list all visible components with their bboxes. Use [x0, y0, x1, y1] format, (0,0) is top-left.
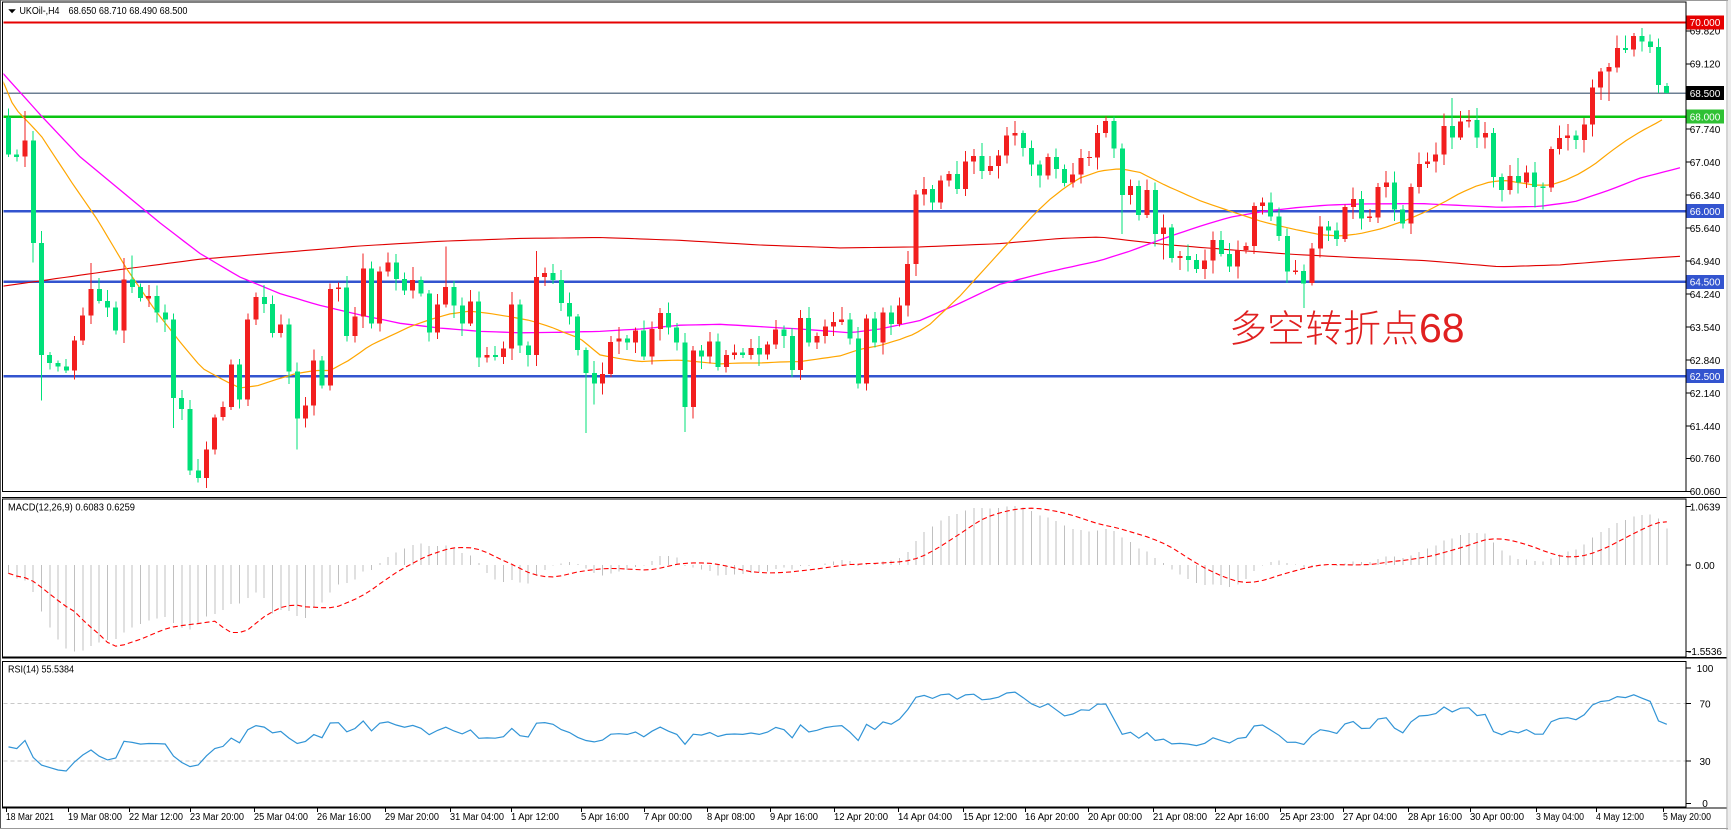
- svg-text:3 May 04:00: 3 May 04:00: [1536, 812, 1584, 823]
- svg-text:68: 68: [1419, 305, 1465, 351]
- svg-text:MACD(12,26,9) 0.6083 0.6259: MACD(12,26,9) 0.6083 0.6259: [8, 503, 135, 514]
- svg-text:62.140: 62.140: [1690, 389, 1721, 400]
- svg-text:25 Mar 04:00: 25 Mar 04:00: [254, 812, 308, 823]
- svg-text:25 Apr 23:00: 25 Apr 23:00: [1280, 812, 1334, 823]
- svg-text:18 Mar 2021: 18 Mar 2021: [6, 812, 54, 823]
- svg-text:5 Apr 16:00: 5 Apr 16:00: [581, 812, 629, 823]
- svg-text:68.000: 68.000: [1690, 113, 1721, 124]
- svg-text:22 Apr 16:00: 22 Apr 16:00: [1215, 812, 1269, 823]
- svg-text:21 Apr 08:00: 21 Apr 08:00: [1153, 812, 1207, 823]
- svg-text:67.740: 67.740: [1690, 125, 1721, 136]
- svg-text:66.340: 66.340: [1690, 191, 1721, 202]
- svg-text:66.000: 66.000: [1690, 207, 1721, 218]
- svg-text:26 Mar 16:00: 26 Mar 16:00: [317, 812, 371, 823]
- svg-text:60.760: 60.760: [1690, 454, 1721, 465]
- svg-text:62.500: 62.500: [1690, 372, 1721, 383]
- svg-text:30 Apr 00:00: 30 Apr 00:00: [1470, 812, 1524, 823]
- svg-text:68.500: 68.500: [1690, 89, 1721, 100]
- svg-text:23 Mar 20:00: 23 Mar 20:00: [190, 812, 244, 823]
- svg-text:64.240: 64.240: [1690, 290, 1721, 301]
- svg-text:64.500: 64.500: [1690, 278, 1721, 289]
- svg-text:15 Apr 12:00: 15 Apr 12:00: [963, 812, 1017, 823]
- svg-text:-1.5536: -1.5536: [1688, 647, 1722, 658]
- svg-text:0: 0: [1702, 799, 1708, 810]
- svg-text:61.440: 61.440: [1690, 422, 1721, 433]
- svg-text:5 May 20:00: 5 May 20:00: [1663, 812, 1711, 823]
- svg-text:100: 100: [1697, 664, 1714, 675]
- svg-text:7 Apr 00:00: 7 Apr 00:00: [644, 812, 692, 823]
- svg-text:30: 30: [1699, 757, 1711, 768]
- svg-text:64.940: 64.940: [1690, 257, 1721, 268]
- svg-text:12 Apr 20:00: 12 Apr 20:00: [834, 812, 888, 823]
- svg-text:1 Apr 12:00: 1 Apr 12:00: [511, 812, 559, 823]
- svg-text:22 Mar 12:00: 22 Mar 12:00: [129, 812, 183, 823]
- svg-text:70.000: 70.000: [1690, 18, 1721, 29]
- svg-text:28 Apr 16:00: 28 Apr 16:00: [1408, 812, 1462, 823]
- svg-text:0.00: 0.00: [1695, 561, 1715, 572]
- svg-text:9 Apr 16:00: 9 Apr 16:00: [770, 812, 818, 823]
- svg-text:16 Apr 20:00: 16 Apr 20:00: [1025, 812, 1079, 823]
- svg-text:70: 70: [1699, 699, 1711, 710]
- svg-text:67.040: 67.040: [1690, 158, 1721, 169]
- svg-text:UKOil-,H4: UKOil-,H4: [20, 6, 60, 17]
- svg-text:20 Apr 00:00: 20 Apr 00:00: [1088, 812, 1142, 823]
- svg-text:60.060: 60.060: [1690, 487, 1721, 498]
- svg-text:63.540: 63.540: [1690, 323, 1721, 334]
- svg-text:69.120: 69.120: [1690, 60, 1721, 71]
- svg-text:8 Apr 08:00: 8 Apr 08:00: [707, 812, 755, 823]
- svg-text:62.840: 62.840: [1690, 356, 1721, 367]
- svg-text:RSI(14) 55.5384: RSI(14) 55.5384: [8, 665, 74, 676]
- svg-text:65.640: 65.640: [1690, 224, 1721, 235]
- svg-text:69.820: 69.820: [1690, 27, 1721, 38]
- svg-text:27 Apr 04:00: 27 Apr 04:00: [1343, 812, 1397, 823]
- svg-text:19 Mar 08:00: 19 Mar 08:00: [68, 812, 122, 823]
- svg-text:31 Mar 04:00: 31 Mar 04:00: [450, 812, 504, 823]
- svg-text:14 Apr 04:00: 14 Apr 04:00: [898, 812, 952, 823]
- svg-text:29 Mar 20:00: 29 Mar 20:00: [385, 812, 439, 823]
- svg-text:68.650 68.710 68.490 68.500: 68.650 68.710 68.490 68.500: [69, 6, 188, 17]
- svg-text:1.0639: 1.0639: [1690, 502, 1721, 513]
- svg-text:4 May 12:00: 4 May 12:00: [1596, 812, 1644, 823]
